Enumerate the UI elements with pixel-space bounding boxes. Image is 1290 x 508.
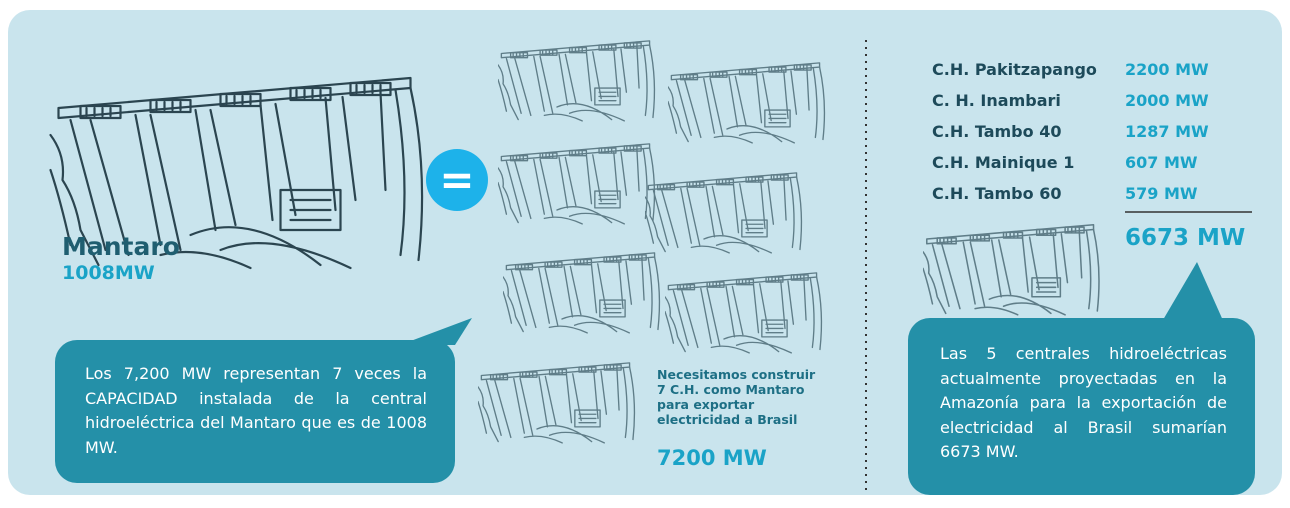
dam-capacity: 1008MW [62,262,155,284]
row-value: 1287 MW [1125,122,1209,141]
row-name: C.H. Tambo 40 [932,122,1062,141]
caption-line: electricidad a Brasil [657,412,798,427]
left-note: Los 7,200 MW representan 7 veces la CAPA… [55,340,455,483]
bubble-tail [1160,262,1225,325]
caption-line: Necesitamos construir [657,367,816,382]
row-name: C.H. Tambo 60 [932,184,1062,203]
dam-name: Mantaro [62,232,180,261]
row-name: C. H. Inambari [932,91,1061,110]
row-value: 607 MW [1125,153,1198,172]
bubble-tail [400,318,472,345]
equals-circle [426,149,488,211]
row-value: 2000 MW [1125,91,1209,110]
row-name: C.H. Mainique 1 [932,153,1075,172]
caption: Necesitamos construir 7 C.H. como Mantar… [657,367,815,427]
row-value: 2200 MW [1125,60,1209,79]
row-value: 579 MW [1125,184,1198,203]
equals-sign: = [439,155,475,204]
caption-line: 7 C.H. como Mantaro [657,382,805,397]
row-name: C.H. Pakitzapango [932,60,1097,79]
right-note: Las 5 centrales hidroeléctricas actualme… [908,318,1255,495]
right-total: 6673 MW [1125,225,1246,251]
middle-total: 7200 MW [657,446,767,470]
caption-line: para exportar [657,397,755,412]
